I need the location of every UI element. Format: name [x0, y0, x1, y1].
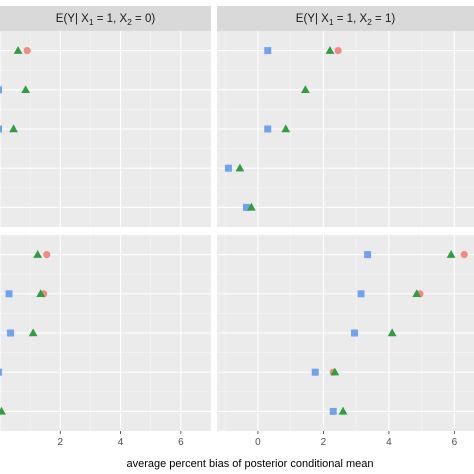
square-point	[357, 290, 365, 298]
circle-point	[460, 251, 468, 259]
triangle-point	[412, 289, 422, 298]
square-point	[351, 329, 359, 337]
square-point	[0, 125, 2, 133]
triangle-point	[330, 367, 340, 376]
panel-bottom-left: 2 4 6	[0, 235, 211, 448]
x-tick-label: 0	[255, 437, 261, 448]
triangle-point	[13, 46, 23, 54]
circle-point	[334, 47, 342, 55]
square-point	[0, 86, 2, 94]
x-tick-label: 4	[118, 437, 124, 448]
facet-strip-label: E(Y| X1 = 1, X2 = 1)	[296, 13, 396, 27]
x-tick-label: 6	[178, 437, 184, 448]
panel-bottom-right: 0 2 4 6	[217, 235, 474, 448]
panel-top-right: E(Y| X1 = 1, X2 = 1)	[217, 6, 474, 227]
triangle-point	[281, 124, 291, 133]
triangle-point	[247, 202, 256, 211]
square-point	[311, 368, 319, 376]
triangle-point	[33, 250, 43, 258]
triangle-point	[0, 406, 6, 415]
data-points	[0, 46, 31, 133]
panel-layer: E(Y| X1 = 1, X2 = 0) E(Y| X1 = 1, X2 = 1)…	[0, 6, 474, 448]
x-tick-label: 4	[386, 437, 392, 448]
circle-point	[43, 251, 51, 259]
square-point	[264, 125, 272, 133]
triangle-point	[301, 85, 310, 94]
x-tick-label: 2	[321, 437, 327, 448]
facet-strip-label: E(Y| X1 = 1, X2 = 0)	[56, 13, 156, 27]
square-point	[264, 47, 272, 55]
square-point	[364, 251, 372, 259]
facet-strip	[217, 6, 474, 31]
gridlines	[217, 31, 474, 227]
square-point	[224, 164, 232, 172]
triangle-point	[28, 328, 38, 337]
square-point	[7, 329, 15, 337]
square-point	[0, 368, 2, 376]
triangle-point	[36, 289, 46, 298]
gridlines	[0, 31, 211, 227]
square-point	[242, 203, 250, 211]
triangle-point	[9, 124, 18, 133]
x-tick-label: 2	[58, 437, 64, 448]
triangle-point	[21, 85, 30, 94]
data-points	[311, 250, 468, 415]
circle-point	[23, 47, 31, 55]
triangle-point	[387, 328, 397, 337]
panel-top-left: E(Y| X1 = 1, X2 = 0)	[0, 6, 211, 227]
triangle-point	[325, 46, 335, 54]
x-axis-title: average percent bias of posterior condit…	[126, 458, 373, 470]
facet-strip	[0, 6, 211, 31]
triangle-point	[338, 406, 348, 415]
data-points	[224, 46, 342, 211]
x-tick-label: 6	[452, 437, 458, 448]
square-point	[329, 407, 337, 415]
gridlines	[217, 235, 474, 431]
data-points	[0, 250, 51, 415]
triangle-point	[235, 163, 245, 172]
square-point	[5, 290, 13, 298]
triangle-point	[446, 250, 456, 258]
